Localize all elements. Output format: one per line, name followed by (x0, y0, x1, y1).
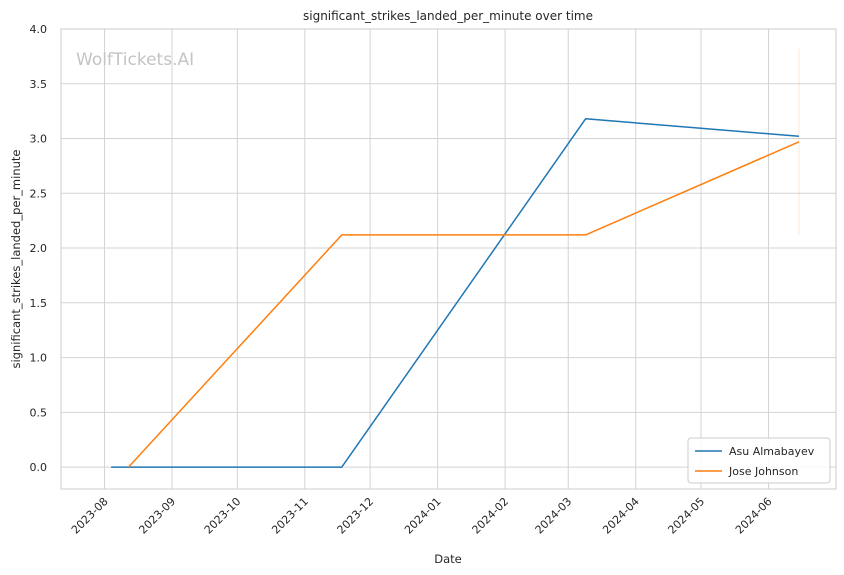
y-tick-label: 4.0 (30, 23, 48, 36)
legend-label-asu-almabayev: Asu Almabayev (729, 445, 815, 458)
y-axis-ticks: 0.0 0.5 1.0 1.5 2.0 2.5 3.0 3.5 4.0 (30, 23, 48, 474)
watermark: WolfTickets.AI (76, 50, 194, 70)
x-tick-label: 2023-08 (69, 495, 111, 537)
legend-box (687, 437, 831, 484)
x-axis-ticks: 2023-08 2023-09 2023-10 2023-11 2023-12 2024-… (69, 495, 775, 537)
x-tick-label: 2023-10 (202, 495, 244, 537)
x-tick-label: 2024-04 (600, 495, 642, 537)
y-tick-label: 2.0 (30, 242, 48, 255)
y-tick-label: 2.5 (30, 187, 48, 200)
x-tick-label: 2023-12 (335, 495, 377, 537)
legend-label-jose-johnson: Jose Johnson (728, 465, 798, 478)
series-line-asu-almabayev (111, 118, 800, 468)
y-axis-title: significant_strikes_landed_per_minute (9, 150, 23, 369)
plot-background (61, 29, 836, 489)
y-tick-label: 0.0 (30, 461, 48, 474)
y-tick-label: 0.5 (30, 406, 48, 419)
series-line-jose-johnson (127, 141, 800, 468)
x-tick-label: 2023-09 (136, 495, 178, 537)
x-tick-label: 2024-02 (470, 495, 512, 537)
y-tick-label: 1.0 (30, 352, 48, 365)
x-tick-label: 2024-05 (665, 495, 707, 537)
plot-frame (60, 28, 837, 490)
x-tick-label: 2023-11 (269, 495, 311, 537)
x-tick-label: 2024-01 (402, 495, 444, 537)
y-tick-label: 3.0 (30, 133, 48, 146)
legend: Asu Almabayev Jose Johnson (687, 437, 831, 484)
y-tick-label: 3.5 (30, 78, 48, 91)
x-tick-label: 2024-03 (533, 495, 575, 537)
x-axis-title: Date (434, 552, 462, 566)
series-layer (111, 48, 800, 468)
x-tick-label: 2024-06 (733, 495, 775, 537)
y-tick-label: 1.5 (30, 297, 48, 310)
chart-title: significant_strikes_landed_per_minute ov… (303, 9, 593, 23)
